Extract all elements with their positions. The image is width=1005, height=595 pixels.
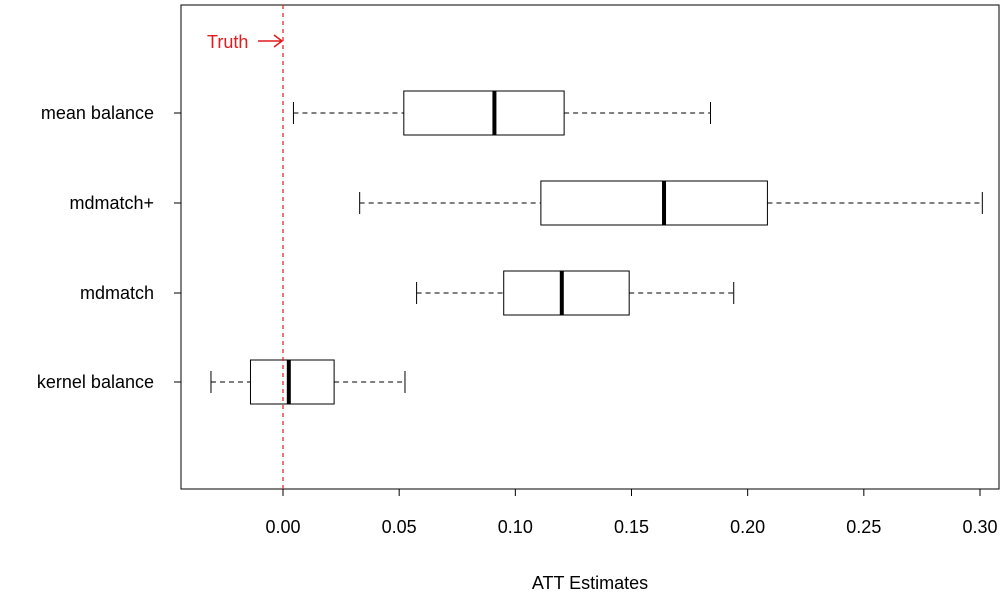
- box-kernel-balance: [210, 359, 406, 405]
- y-tick-label: mdmatch: [80, 283, 154, 303]
- box-mdmatch-: [359, 180, 983, 226]
- x-tick-label: 0.05: [382, 517, 417, 537]
- iqr-box: [503, 270, 630, 316]
- truth-arrow: [258, 34, 284, 48]
- y-tick-label: mdmatch+: [69, 193, 154, 213]
- x-tick-label: 0.30: [962, 517, 997, 537]
- y-tick-label: kernel balance: [37, 372, 154, 392]
- truth-label: Truth: [207, 32, 248, 52]
- box-group: [210, 90, 983, 405]
- plot-frame: [180, 4, 1000, 490]
- iqr-box: [249, 359, 335, 405]
- x-axis-title: ATT Estimates: [532, 573, 648, 593]
- box-mdmatch: [416, 270, 735, 316]
- x-tick-label: 0.10: [498, 517, 533, 537]
- x-tick-label: 0.20: [730, 517, 765, 537]
- x-tick-label: 0.00: [265, 517, 300, 537]
- iqr-box: [403, 90, 565, 136]
- iqr-box: [540, 180, 768, 226]
- y-axis: mean balance mdmatch+ mdmatch kernel balanc…: [37, 103, 181, 392]
- y-tick-label: mean balance: [41, 103, 154, 123]
- x-tick-label: 0.15: [614, 517, 649, 537]
- x-tick-label: 0.25: [846, 517, 881, 537]
- x-axis: 0.00 0.05 0.10 0.15 0.20 0.25 0.30: [265, 489, 998, 537]
- box-mean-balance: [292, 90, 711, 136]
